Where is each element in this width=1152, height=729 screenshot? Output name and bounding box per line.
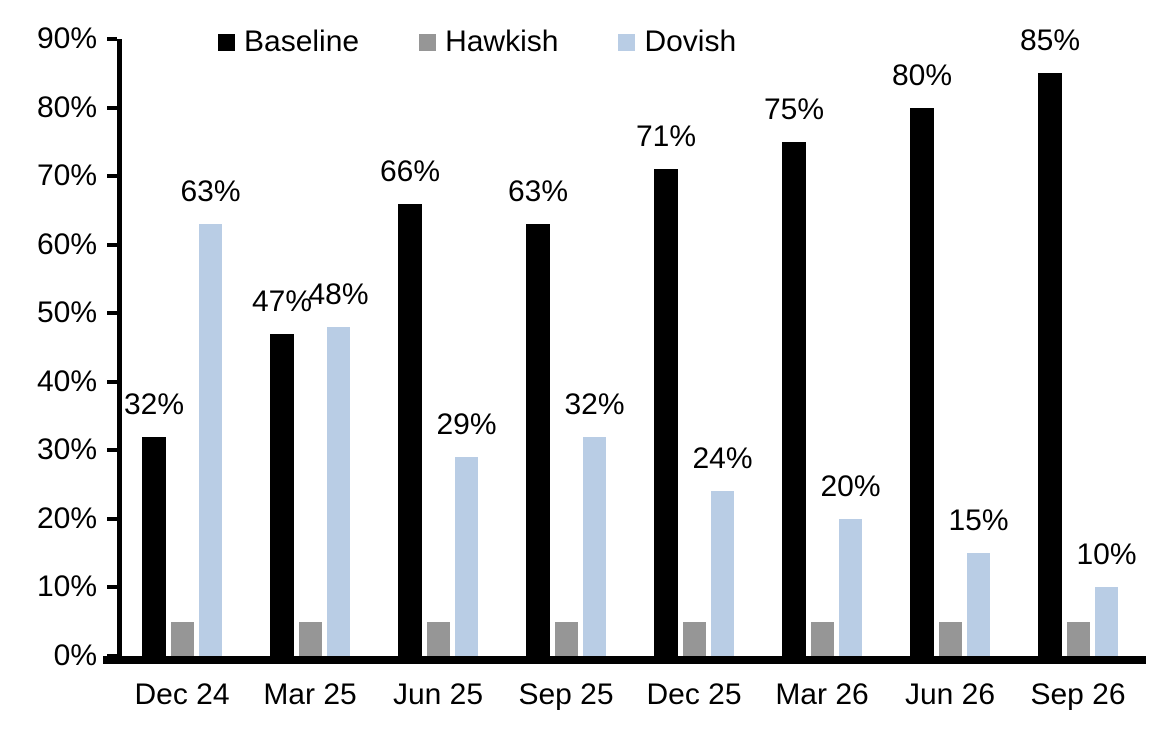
bar-hawkish-jun-26 [939,621,962,656]
legend-swatch-dovish [618,33,636,51]
bar-value-label-dovish-sep-26: 10% [1076,538,1137,572]
x-category-label-sep-25: Sep 25 [518,678,614,711]
bar-value-label-dovish-dec-25: 24% [692,442,753,476]
bar-hawkish-mar-26 [811,621,834,656]
bar-hawkish-mar-25 [299,621,322,656]
bar-value-label-baseline-mar-25: 47% [251,284,313,318]
bar-value-label-baseline-sep-26: 85% [1019,24,1081,58]
y-tick-70% [107,174,117,179]
legend-item-dovish: Dovish [618,25,736,59]
x-category-label-sep-26: Sep 26 [1030,678,1126,711]
bar-group-sep-25: 63% 32% [506,39,634,656]
bar-value-label-baseline-dec-25: 71% [635,120,697,154]
bar-baseline-dec-25: 71% [636,120,696,656]
bar-dovish-mar-25: 48% [308,278,369,656]
x-category-label-jun-25: Jun 25 [392,678,484,711]
y-tick-label-0%: 0% [53,639,97,672]
y-tick-label-30%: 30% [36,433,97,467]
y-tick-80% [107,105,117,110]
bar-dovish-sep-25: 32% [564,388,625,656]
bar-value-label-dovish-jun-25: 29% [436,408,497,442]
legend-label-baseline: Baseline [244,25,360,58]
bar-value-label-baseline-sep-25: 63% [507,175,569,209]
bar-hawkish-sep-25 [555,621,578,656]
bar-baseline-dec-24: 32% [124,388,184,656]
y-tick-label-80%: 80% [36,90,97,124]
x-category-label-mar-26: Mar 26 [775,678,869,711]
y-tick-label-90%: 90% [36,22,97,55]
bar-group-mar-25: 47% 48% [250,39,378,656]
bar-baseline-jun-26: 80% [892,59,952,656]
y-tick-50% [107,311,117,316]
x-axis [103,656,1146,664]
bar-value-label-baseline-jun-25: 66% [379,154,441,188]
bar-dovish-jun-25: 29% [436,408,497,656]
x-category-label-mar-25: Mar 25 [263,678,357,711]
bar-value-label-dovish-dec-24: 63% [180,175,241,209]
bar-value-label-baseline-mar-26: 75% [763,92,825,126]
bar-hawkish-jun-25 [427,621,450,656]
bar-value-label-baseline-jun-26: 80% [891,58,953,92]
y-tick-40% [107,379,117,384]
bar-value-label-dovish-mar-26: 20% [820,469,881,503]
bar-baseline-mar-26: 75% [764,93,824,656]
y-tick-0% [107,654,117,658]
bar-value-label-dovish-jun-26: 15% [948,504,1009,538]
y-tick-30% [107,448,117,453]
bar-group-dec-24: 32% 63% [122,39,250,656]
x-category-label-dec-24: Dec 24 [134,678,230,711]
y-tick-label-10%: 10% [36,570,97,604]
legend-swatch-baseline [218,33,235,51]
bar-baseline-sep-25: 63% [508,175,568,656]
bar-dovish-sep-26: 10% [1076,538,1137,656]
bar-hawkish-dec-25 [683,621,706,656]
bar-baseline-mar-25: 47% [252,285,312,656]
bar-hawkish-dec-24 [171,621,194,656]
bar-value-label-baseline-dec-24: 32% [123,387,185,421]
y-tick-label-40%: 40% [36,364,97,398]
x-category-label-dec-25: Dec 25 [646,678,742,711]
y-tick-60% [107,242,117,247]
bar-dovish-mar-26: 20% [820,470,881,656]
bar-group-sep-26: 85% 10% [1018,24,1146,656]
bar-group-jun-26: 80% 15% [890,39,1018,656]
y-tick-90% [107,37,117,41]
bar-baseline-sep-26: 85% [1020,24,1080,656]
y-tick-20% [107,516,117,521]
x-category-label-jun-26: Jun 26 [904,678,996,711]
bar-group-jun-25: 66% 29% [378,39,506,656]
bar-dovish-dec-24: 63% [180,175,241,656]
bar-value-label-dovish-mar-25: 48% [308,277,369,311]
bar-hawkish-sep-26 [1067,621,1090,656]
y-tick-label-70%: 70% [36,159,97,193]
legend-label-hawkish: Hawkish [445,25,559,58]
bar-group-dec-25: 71% 24% [634,39,762,656]
legend-item-hawkish: Hawkish [419,25,558,59]
bar-group-mar-26: 75% 20% [762,39,890,656]
y-tick-10% [107,585,117,590]
legend-label-dovish: Dovish [644,25,737,58]
y-tick-label-20%: 20% [36,501,97,535]
plot-area: 32% 63% 47% 48% 66% 29% 63% 32% 71% 24% 75% 20% 80% 1… [122,24,1146,656]
legend-swatch-hawkish [419,33,437,51]
bar-dovish-jun-26: 15% [948,504,1009,656]
y-tick-label-50%: 50% [36,296,97,330]
y-tick-label-60%: 60% [36,227,97,261]
bar-baseline-jun-25: 66% [380,155,440,656]
y-axis [117,39,122,656]
bar-dovish-dec-25: 24% [692,442,753,656]
bar-value-label-dovish-sep-25: 32% [564,387,625,421]
legend: Baseline Hawkish Dovish [218,24,736,60]
legend-item-baseline: Baseline [218,25,359,59]
